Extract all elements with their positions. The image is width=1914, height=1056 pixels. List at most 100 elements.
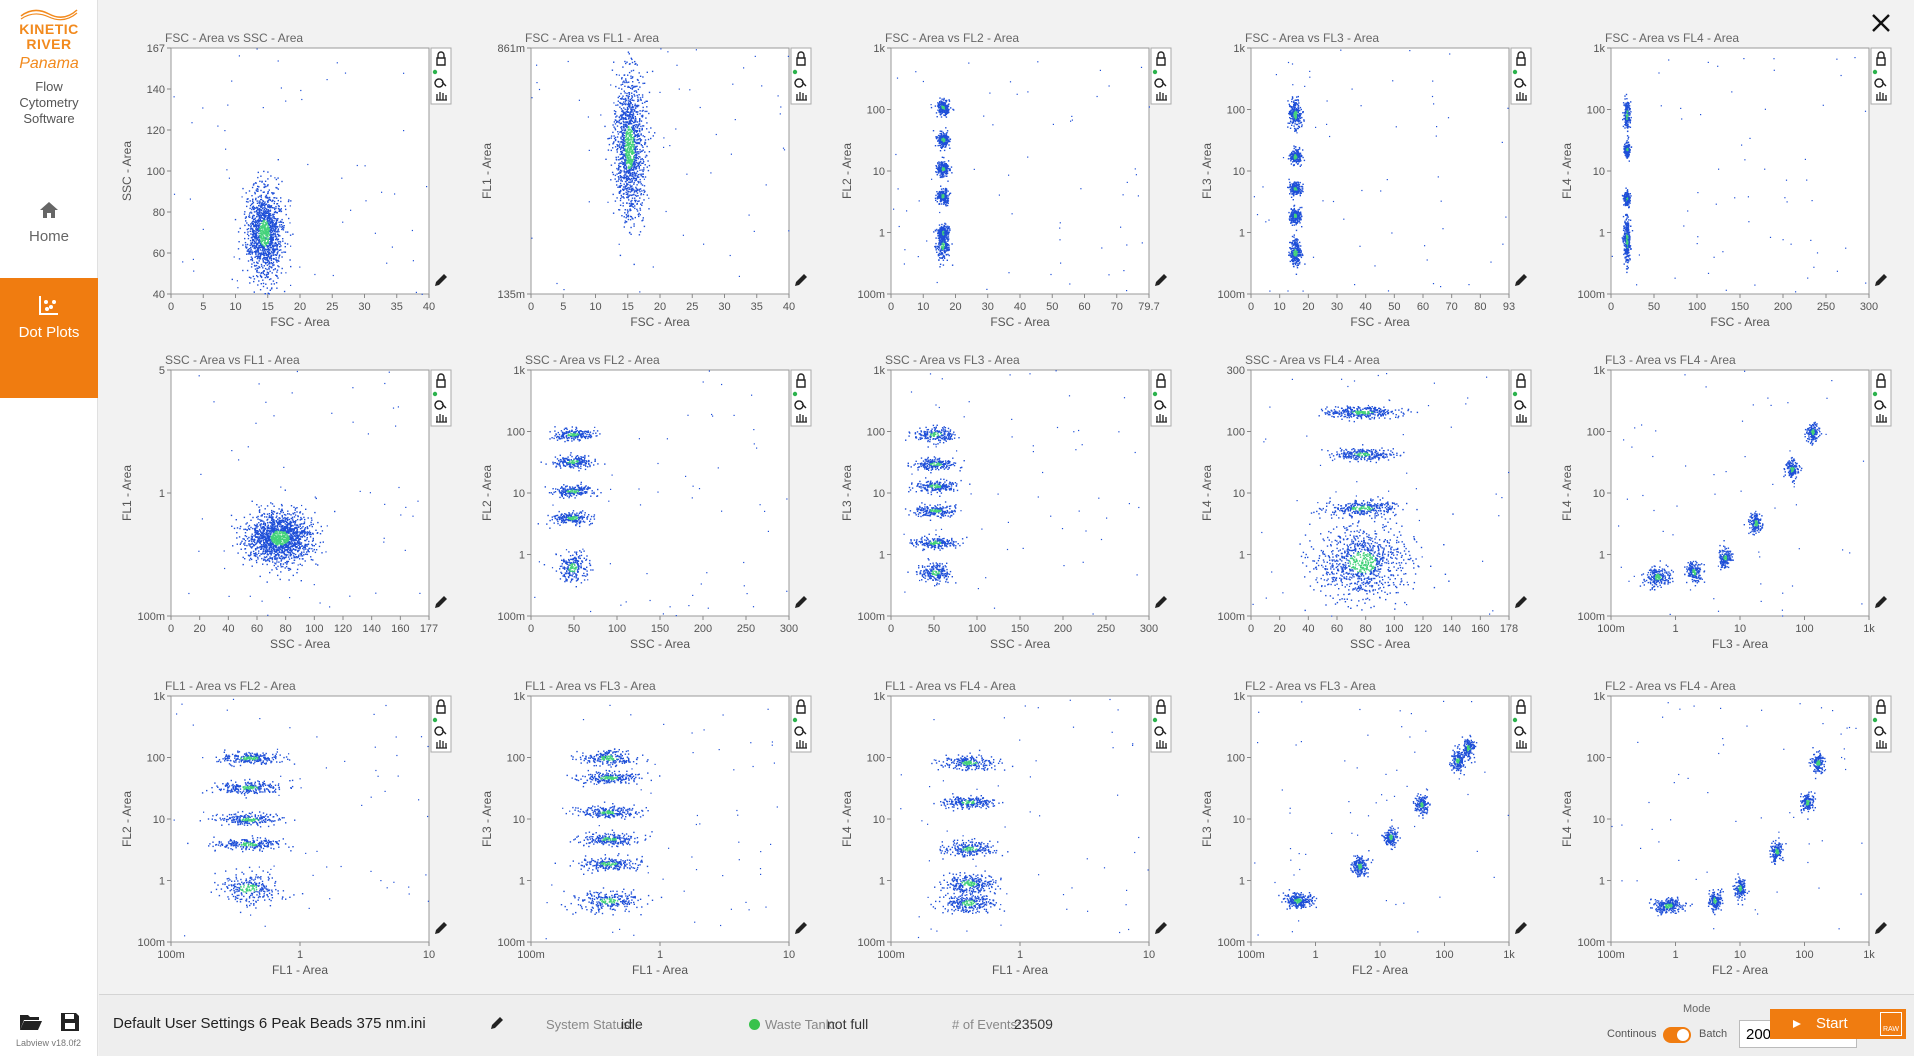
x-tick-label: 15 bbox=[622, 301, 634, 313]
raw-badge[interactable]: RAW bbox=[1880, 1012, 1902, 1036]
lock-icon[interactable] bbox=[1516, 51, 1526, 66]
pan-hand-icon[interactable] bbox=[436, 740, 447, 749]
folder-open-icon[interactable] bbox=[19, 1012, 43, 1032]
dot-plot-8[interactable]: SSC - Area vs FL3 - Area 0 50 100 150 200 250 3… bbox=[829, 350, 1177, 671]
edit-plot-icon[interactable] bbox=[1515, 596, 1527, 608]
edit-plot-icon[interactable] bbox=[1155, 922, 1167, 934]
zoom-icon[interactable] bbox=[1154, 78, 1167, 88]
dot-plot-9[interactable]: SSC - Area vs FL4 - Area 0 20 40 60 80 100 120 1… bbox=[1189, 350, 1537, 671]
pan-hand-icon[interactable] bbox=[1156, 414, 1167, 423]
lock-icon[interactable] bbox=[796, 373, 806, 388]
zoom-icon[interactable] bbox=[1874, 726, 1887, 736]
save-icon[interactable] bbox=[60, 1012, 80, 1032]
dot-plot-15[interactable]: FL2 - Area vs FL4 - Area 100m 1 10 100 1k 100m… bbox=[1549, 676, 1897, 997]
x-tick-label: 5 bbox=[200, 301, 206, 313]
lock-icon[interactable] bbox=[796, 699, 806, 714]
x-tick-label: 30 bbox=[1331, 301, 1343, 313]
edit-plot-icon[interactable] bbox=[435, 274, 447, 286]
dot-plot-11[interactable]: FL1 - Area vs FL2 - Area 100m 1 10 100m 1 10 10… bbox=[109, 676, 457, 997]
zoom-icon[interactable] bbox=[434, 726, 447, 736]
zoom-icon[interactable] bbox=[1154, 400, 1167, 410]
dot-plot-7[interactable]: SSC - Area vs FL2 - Area 0 50 100 150 200 250 3… bbox=[469, 350, 817, 671]
pan-hand-icon[interactable] bbox=[1516, 414, 1527, 423]
zoom-icon[interactable] bbox=[434, 78, 447, 88]
x-tick-label: 20 bbox=[1302, 301, 1314, 313]
dot-plot-1[interactable]: FSC - Area vs SSC - Area 0 5 10 15 20 25 30 35 40… bbox=[109, 28, 457, 349]
edit-plot-icon[interactable] bbox=[435, 596, 447, 608]
lock-icon[interactable] bbox=[1876, 373, 1886, 388]
pan-hand-icon[interactable] bbox=[436, 414, 447, 423]
nav-dot-plots[interactable]: Dot Plots bbox=[0, 278, 98, 398]
lock-icon[interactable] bbox=[1156, 373, 1166, 388]
zoom-icon[interactable] bbox=[1874, 78, 1887, 88]
x-tick-label: 20 bbox=[194, 623, 206, 635]
lock-icon[interactable] bbox=[1516, 373, 1526, 388]
pan-hand-icon[interactable] bbox=[1876, 92, 1887, 101]
pan-hand-icon[interactable] bbox=[1876, 740, 1887, 749]
mode-toggle[interactable] bbox=[1663, 1027, 1691, 1043]
edit-plot-icon[interactable] bbox=[795, 922, 807, 934]
edit-plot-icon[interactable] bbox=[795, 274, 807, 286]
start-button[interactable]: Start RAW bbox=[1770, 1009, 1906, 1039]
edit-plot-icon[interactable] bbox=[1155, 596, 1167, 608]
y-tick-label: 100 bbox=[1227, 105, 1245, 117]
edit-plot-icon[interactable] bbox=[435, 922, 447, 934]
nav-home[interactable]: Home bbox=[0, 184, 98, 304]
dot-plot-6[interactable]: SSC - Area vs FL1 - Area 0 20 40 60 80 100 120 1… bbox=[109, 350, 457, 671]
x-tick-label: 140 bbox=[362, 623, 380, 635]
zoom-icon[interactable] bbox=[434, 400, 447, 410]
lock-icon[interactable] bbox=[436, 699, 446, 714]
zoom-icon[interactable] bbox=[794, 726, 807, 736]
pan-hand-icon[interactable] bbox=[1516, 92, 1527, 101]
edit-plot-icon[interactable] bbox=[1875, 274, 1887, 286]
y-tick-label: 100m bbox=[1577, 611, 1605, 623]
x-tick-label: 0 bbox=[168, 301, 174, 313]
zoom-icon[interactable] bbox=[794, 78, 807, 88]
lock-icon[interactable] bbox=[1876, 51, 1886, 66]
dot-plot-13[interactable]: FL1 - Area vs FL4 - Area 100m 1 10 100m 1 10 10… bbox=[829, 676, 1177, 997]
edit-plot-icon[interactable] bbox=[1875, 922, 1887, 934]
edit-plot-icon[interactable] bbox=[1515, 922, 1527, 934]
close-icon[interactable] bbox=[1868, 10, 1894, 36]
zoom-icon[interactable] bbox=[1514, 400, 1527, 410]
lock-icon[interactable] bbox=[1156, 51, 1166, 66]
pan-hand-icon[interactable] bbox=[796, 740, 807, 749]
edit-settings-icon[interactable] bbox=[489, 1015, 505, 1031]
zoom-icon[interactable] bbox=[794, 400, 807, 410]
lock-icon[interactable] bbox=[1156, 699, 1166, 714]
zoom-icon[interactable] bbox=[1514, 726, 1527, 736]
lock-icon[interactable] bbox=[796, 51, 806, 66]
dot-plot-2[interactable]: FSC - Area vs FL1 - Area 0 5 10 15 20 25 30 35 40… bbox=[469, 28, 817, 349]
x-tick-label: 10 bbox=[229, 301, 241, 313]
version-label: Labview v18.0f2 bbox=[16, 1038, 82, 1048]
edit-plot-icon[interactable] bbox=[1515, 274, 1527, 286]
lock-icon[interactable] bbox=[436, 51, 446, 66]
x-tick-label: 100m bbox=[877, 949, 905, 961]
pan-hand-icon[interactable] bbox=[1876, 414, 1887, 423]
x-tick-label: 140 bbox=[1442, 623, 1460, 635]
zoom-icon[interactable] bbox=[1154, 726, 1167, 736]
dot-plot-4[interactable]: FSC - Area vs FL3 - Area 0 10 20 30 40 50 60 70 8… bbox=[1189, 28, 1537, 349]
dot-plot-14[interactable]: FL2 - Area vs FL3 - Area 100m 1 10 100 1k 100m… bbox=[1189, 676, 1537, 997]
x-tick-label: 35 bbox=[391, 301, 403, 313]
edit-plot-icon[interactable] bbox=[1155, 274, 1167, 286]
y-axis-label: FL2 - Area bbox=[480, 465, 494, 521]
edit-plot-icon[interactable] bbox=[1875, 596, 1887, 608]
dot-plot-10[interactable]: FL3 - Area vs FL4 - Area 100m 1 10 100 1k 100m… bbox=[1549, 350, 1897, 671]
zoom-icon[interactable] bbox=[1874, 400, 1887, 410]
zoom-icon[interactable] bbox=[1514, 78, 1527, 88]
lock-icon[interactable] bbox=[1516, 699, 1526, 714]
dot-plot-5[interactable]: FSC - Area vs FL4 - Area 0 50 100 150 200 250 3… bbox=[1549, 28, 1897, 349]
lock-icon[interactable] bbox=[1876, 699, 1886, 714]
pan-hand-icon[interactable] bbox=[1516, 740, 1527, 749]
pan-hand-icon[interactable] bbox=[1156, 740, 1167, 749]
pan-hand-icon[interactable] bbox=[436, 92, 447, 101]
dot-plot-3[interactable]: FSC - Area vs FL2 - Area 0 10 20 30 40 50 60 70 7… bbox=[829, 28, 1177, 349]
edit-plot-icon[interactable] bbox=[795, 596, 807, 608]
dot-plot-12[interactable]: FL1 - Area vs FL3 - Area 100m 1 10 100m 1 10 10… bbox=[469, 676, 817, 997]
lock-icon[interactable] bbox=[436, 373, 446, 388]
y-tick-label: 1 bbox=[519, 876, 525, 888]
pan-hand-icon[interactable] bbox=[796, 92, 807, 101]
pan-hand-icon[interactable] bbox=[1156, 92, 1167, 101]
pan-hand-icon[interactable] bbox=[796, 414, 807, 423]
